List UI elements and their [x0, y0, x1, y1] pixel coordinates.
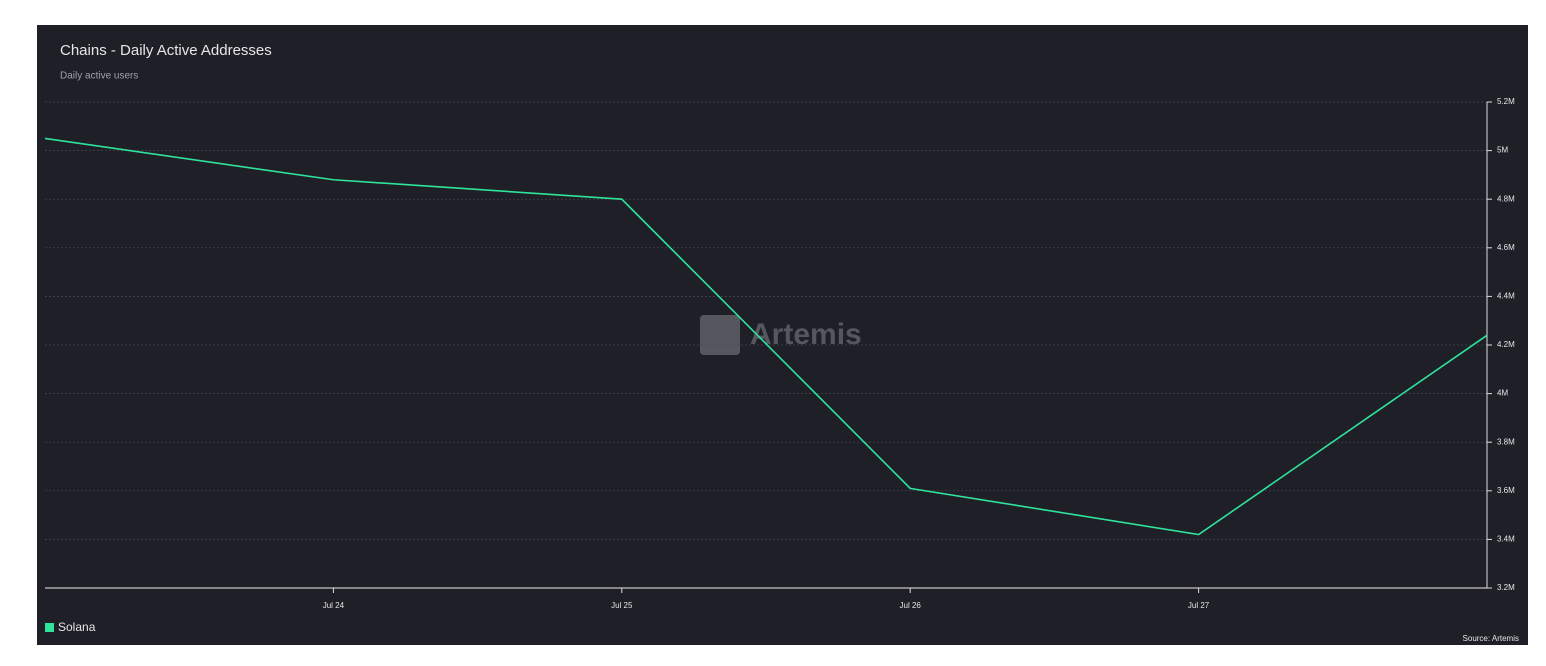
y-tick-label: 3.6M	[1497, 486, 1515, 495]
legend-label: Solana	[58, 620, 96, 634]
y-tick-label: 5M	[1497, 146, 1508, 155]
source: Source: Artemis	[1463, 634, 1519, 643]
legend-swatch	[45, 623, 54, 632]
watermark: Artemis	[750, 318, 862, 351]
line	[44, 137, 1488, 536]
chart-title: Chains - Daily Active Addresses	[60, 42, 272, 59]
y-tick-label: 4.2M	[1497, 340, 1515, 349]
x-tick-label: Jul 27	[1188, 601, 1210, 610]
y-tick-label: 5.2M	[1497, 97, 1515, 106]
y-tick-label: 3.4M	[1497, 535, 1515, 544]
y-tick-label: 4.8M	[1497, 194, 1515, 203]
x-tick-label: Jul 24	[323, 601, 345, 610]
x-tick-label: Jul 26	[900, 601, 922, 610]
y-tick-label: 4.6M	[1497, 243, 1515, 252]
x-tick-label: Jul 25	[611, 601, 633, 610]
y-tick-label: 4M	[1497, 389, 1508, 398]
y-tick-label: 3.8M	[1497, 437, 1515, 446]
watermark-group: Artemis	[700, 315, 862, 355]
panel	[37, 25, 1528, 645]
y-tick-label: 3.2M	[1497, 583, 1515, 592]
y-tick-label: 4.4M	[1497, 292, 1515, 301]
chart-subtitle: Daily active users	[60, 71, 138, 82]
watermark-logo	[700, 315, 740, 355]
